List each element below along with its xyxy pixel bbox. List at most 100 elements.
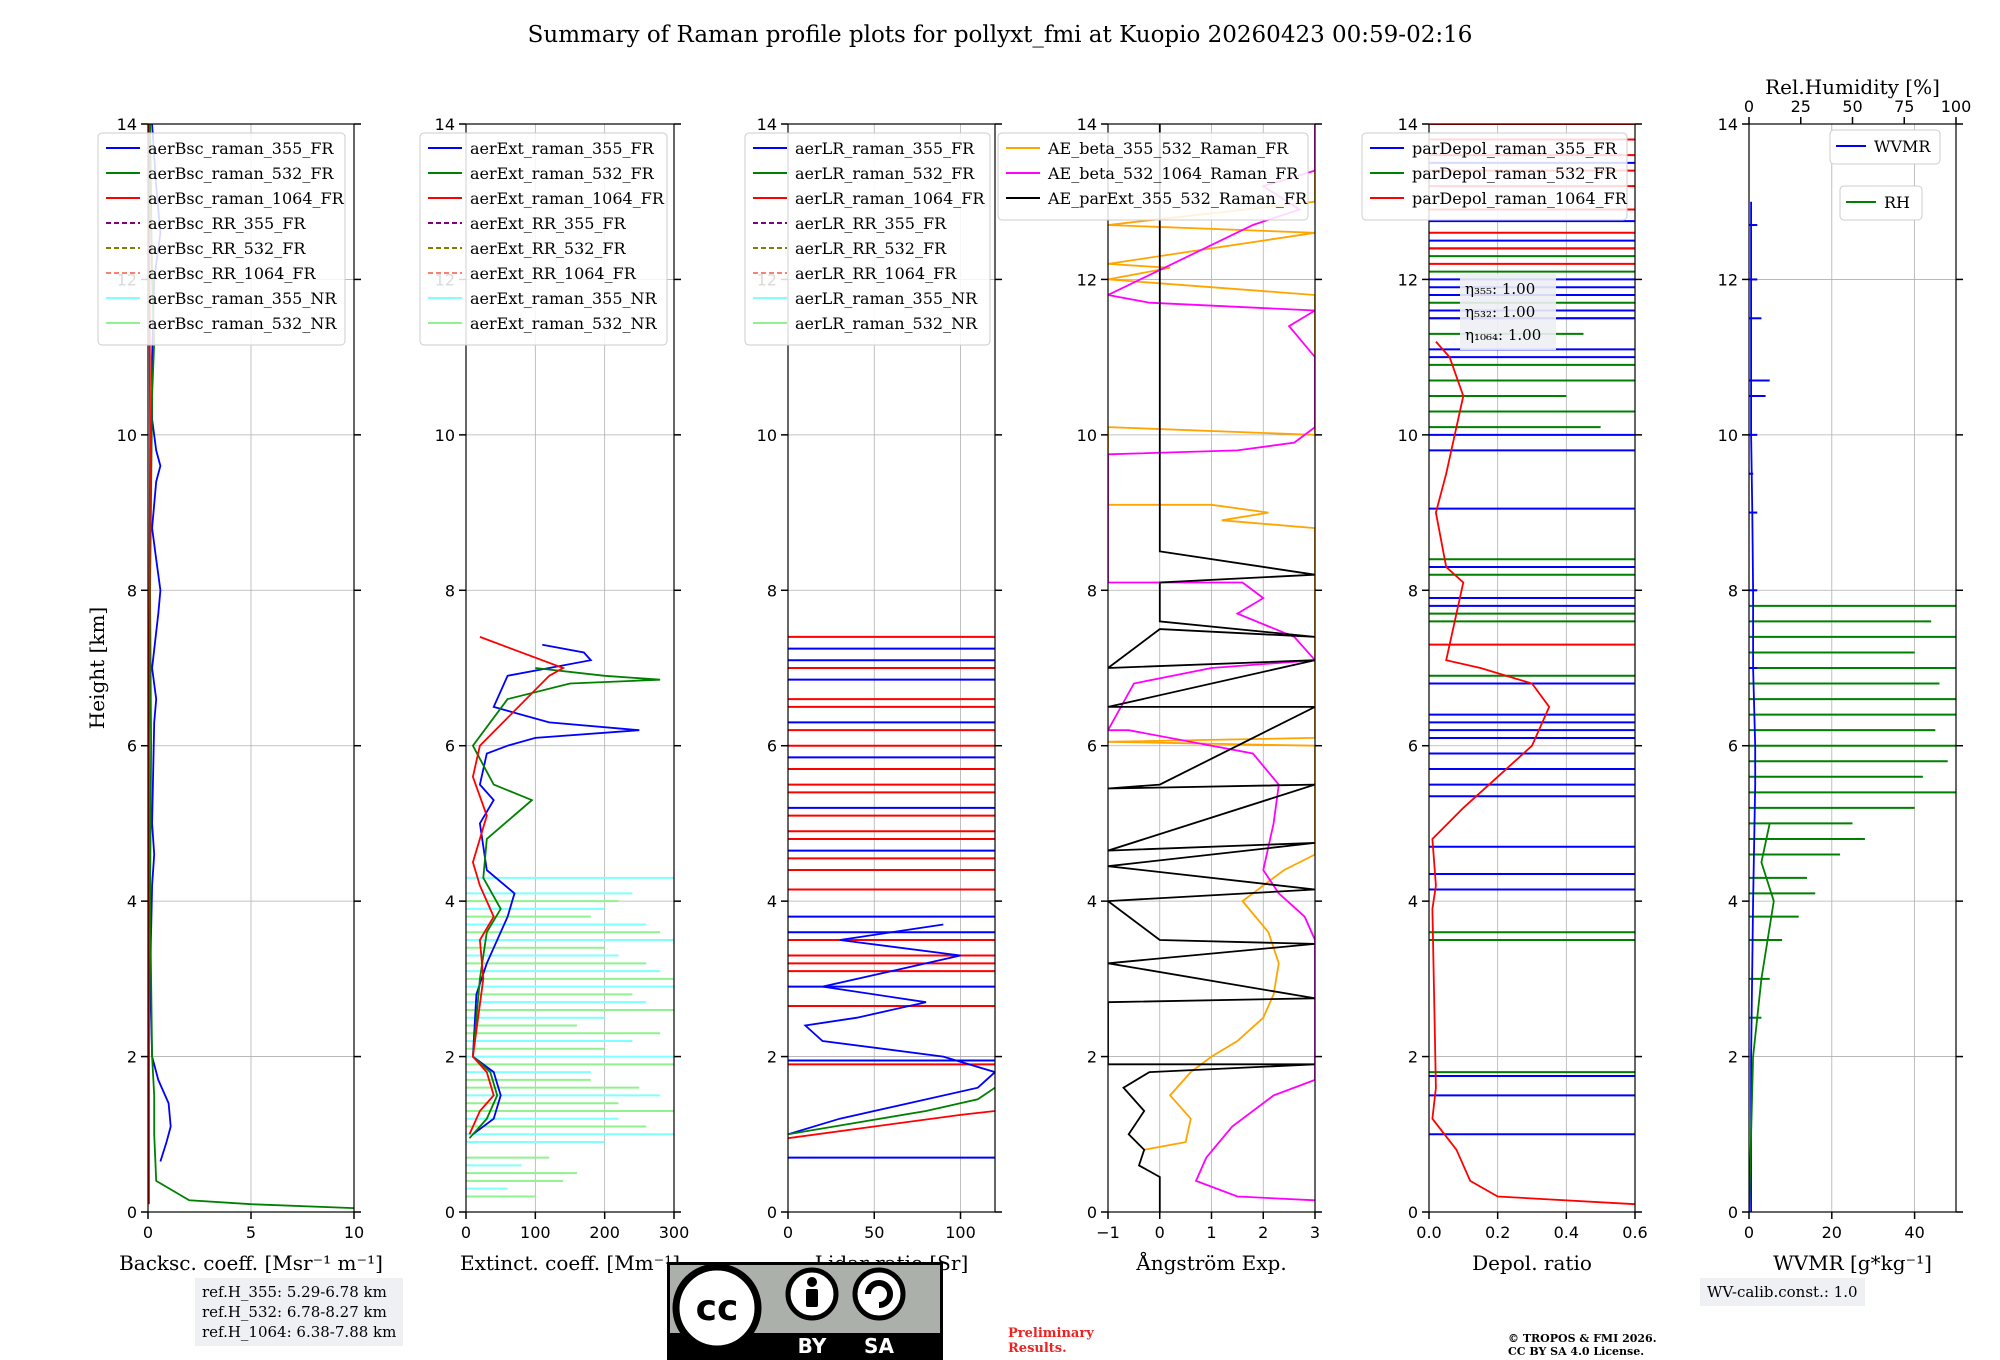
legend-entry: AE_beta_355_532_Raman_FR	[1047, 139, 1289, 158]
series-aerBsc_raman_355_FR	[149, 124, 172, 1162]
y-tick-label: 2	[1408, 1048, 1418, 1067]
copyright-line-1: © TROPOS & FMI 2026.	[1508, 1332, 1657, 1345]
legend-entry: aerBsc_RR_355_FR	[148, 214, 306, 233]
legend-entry: aerBsc_raman_355_NR	[148, 289, 337, 308]
x-tick-label: 100	[520, 1223, 551, 1242]
legend-backscatter: aerBsc_raman_355_FR aerBsc_raman_532_FRae…	[97, 132, 346, 346]
y-tick-label: 8	[445, 581, 455, 600]
cc-logo-text: cc	[696, 1288, 739, 1329]
y-tick-label: 14	[1398, 115, 1418, 134]
x-axis-label: WVMR [g*kg⁻¹]	[1773, 1251, 1932, 1275]
y-tick-label: 6	[767, 737, 777, 756]
y-tick-label: 10	[1718, 426, 1738, 445]
y-tick-label: 10	[435, 426, 455, 445]
legend-entry: aerExt_RR_355_FR	[470, 214, 627, 233]
y-tick-label: 14	[1077, 115, 1097, 134]
eta-value: η₃₅₅: 1.00	[1465, 280, 1535, 298]
y-tick-label: 12	[1718, 270, 1738, 289]
top-tick-label: 50	[1842, 97, 1862, 116]
legend-box	[1839, 185, 1923, 221]
y-tick-label: 4	[1087, 892, 1097, 911]
copyright-line-2: CC BY SA 4.0 License.	[1508, 1345, 1645, 1358]
ref-h-355: ref.H_355: 5.29-6.78 km	[202, 1283, 387, 1301]
y-tick-label: 8	[1087, 581, 1097, 600]
preliminary-results-note: Preliminary Results.	[1008, 1326, 1094, 1356]
y-tick-label: 2	[1087, 1048, 1097, 1067]
legend-entry: aerExt_raman_355_NR	[470, 289, 658, 308]
y-tick-label: 10	[1077, 426, 1097, 445]
series-aerExt_raman_532_FR	[468, 667, 661, 1139]
axes-frame	[465, 123, 675, 1213]
x-tick-label: 10	[344, 1223, 364, 1242]
y-tick-label: 14	[117, 115, 137, 134]
y-tick-label: 0	[1728, 1203, 1738, 1222]
x-tick-label: 0	[1155, 1223, 1165, 1242]
x-tick-label: 0	[461, 1223, 471, 1242]
x-tick-label: 0.0	[1416, 1223, 1441, 1242]
series-parDepol_raman_1064_FR	[1431, 341, 1635, 1206]
legend-entry: AE_beta_532_1064_Raman_FR	[1047, 164, 1299, 183]
series-aerLR_raman_532_FR	[788, 1086, 995, 1136]
share-alike-icon	[852, 1267, 906, 1321]
x-axis-label: Extinct. coeff. [Mm⁻¹]	[460, 1251, 680, 1275]
y-tick-label: 10	[117, 426, 137, 445]
y-tick-label: 4	[127, 892, 137, 911]
legend-box	[744, 132, 991, 346]
figure-title: Summary of Raman profile plots for polly…	[527, 22, 1473, 48]
legend-entry: RH	[1884, 193, 1910, 212]
series-aerBsc_raman_532_FR	[149, 124, 354, 1209]
legend-box	[997, 132, 1309, 221]
x-tick-label: 40	[1904, 1223, 1924, 1242]
legend-entry: aerExt_raman_532_FR	[470, 164, 655, 183]
x-axis-label: Ångström Exp.	[1135, 1250, 1286, 1275]
x-tick-label: 20	[1822, 1223, 1842, 1242]
legend-box	[419, 132, 668, 346]
legend-entry: aerLR_raman_355_FR	[795, 139, 975, 158]
legend-entry: aerLR_RR_532_FR	[795, 239, 947, 258]
y-tick-label: 10	[1398, 426, 1418, 445]
y-tick-label: 14	[1718, 115, 1738, 134]
legend-entry: aerBsc_raman_355_FR	[148, 139, 334, 158]
legend-extinction: aerExt_raman_355_FR aerExt_raman_532_FRae…	[419, 132, 668, 346]
y-tick-label: 8	[767, 581, 777, 600]
legend-entry: aerLR_raman_532_FR	[795, 164, 975, 183]
y-tick-label: 0	[767, 1203, 777, 1222]
y-tick-label: 6	[127, 737, 137, 756]
x-tick-label: 0.6	[1622, 1223, 1647, 1242]
attribution-icon-body	[806, 1289, 818, 1307]
y-tick-label: 6	[1087, 737, 1097, 756]
legend-entry: parDepol_raman_532_FR	[1412, 164, 1618, 183]
wv-calibration-box: WV-calib.const.: 1.0	[1700, 1278, 1865, 1306]
x-tick-label: −1	[1096, 1223, 1120, 1242]
y-tick-label: 2	[445, 1048, 455, 1067]
data-layer-lidar_ratio	[788, 635, 995, 1159]
eta-value: η₁₀₆₄: 1.00	[1465, 326, 1541, 344]
legend-entry: aerExt_RR_532_FR	[470, 239, 627, 258]
x-tick-label: 0.4	[1554, 1223, 1579, 1242]
legend-entry: parDepol_raman_355_FR	[1412, 139, 1618, 158]
legend-entry: aerBsc_raman_532_FR	[148, 164, 334, 183]
y-tick-label: 2	[1728, 1048, 1738, 1067]
y-tick-label: 0	[1087, 1203, 1097, 1222]
data-layer-extinction	[466, 636, 674, 1198]
legend-entry: aerBsc_raman_1064_FR	[148, 189, 345, 208]
panel-depol: 0.0 0.2 0.4 0.6 0 2 4 6 8 10 12 14 Depol. ratio parDe…	[1361, 115, 1648, 1275]
series-aerLR_raman_355_FR	[788, 923, 995, 1136]
data-layer-angstrom	[1108, 124, 1315, 1212]
ref-h-532: ref.H_532: 6.78-8.27 km	[202, 1303, 387, 1321]
x-tick-label: 3	[1310, 1223, 1320, 1242]
legend-entry: aerLR_raman_355_NR	[795, 289, 978, 308]
legend-entry: aerBsc_raman_532_NR	[148, 314, 337, 333]
series-RH	[1749, 823, 1775, 1212]
y-tick-label: 10	[757, 426, 777, 445]
preliminary-line-1: Preliminary	[1008, 1326, 1094, 1341]
x-tick-label: 300	[659, 1223, 690, 1242]
x-tick-label: 200	[589, 1223, 620, 1242]
y-tick-label: 14	[757, 115, 777, 134]
legend-box	[1829, 129, 1941, 165]
y-axis-label: Height [km]	[85, 607, 109, 729]
x-axis-label: Depol. ratio	[1472, 1251, 1592, 1275]
panel-backscatter: 051002468101214Backsc. coeff. [Msr⁻¹ m⁻¹…	[97, 115, 383, 1275]
y-tick-label: 14	[435, 115, 455, 134]
